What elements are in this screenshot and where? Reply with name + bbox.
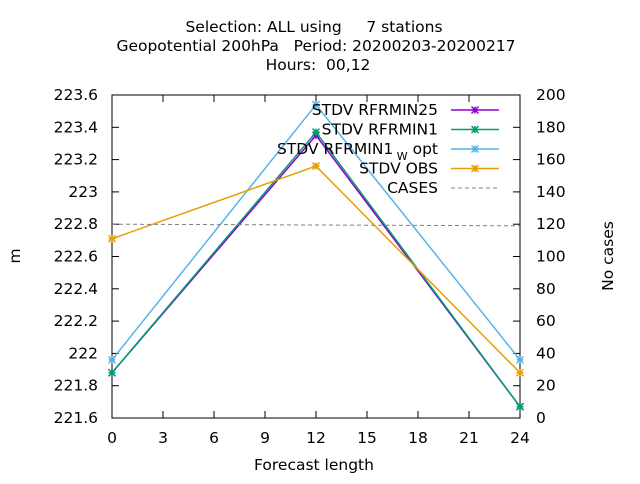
series-point-3: [107, 355, 117, 364]
title-line-1: Selection: ALL using 7 stations: [185, 18, 442, 36]
x-tick-label: 24: [510, 429, 530, 447]
y2-tick-label: 0: [536, 409, 546, 427]
series-line-2: [111, 130, 521, 408]
series-line-1: [111, 134, 521, 408]
series-point-2: [311, 128, 321, 137]
y-tick-label: 222.2: [54, 312, 98, 330]
legend-label-1: STDV RFRMIN25: [312, 101, 438, 119]
series-point-4: [107, 234, 117, 243]
legend-marker-3: [470, 144, 480, 154]
series-point-2: [515, 402, 525, 411]
legend-label-5: CASES: [387, 179, 438, 197]
title-line-2: Geopotential 200hPa Period: 20200203-202…: [116, 37, 515, 55]
y-tick-label: 222.8: [54, 215, 98, 233]
y2-tick-label: 160: [536, 151, 566, 169]
x-tick-label: 21: [459, 429, 479, 447]
y-tick-label: 223.4: [54, 118, 98, 136]
x-tick-label: 18: [408, 429, 428, 447]
x-tick-label: 6: [209, 429, 219, 447]
y-tick-label: 222.6: [54, 248, 98, 266]
series-line-4: [111, 165, 521, 374]
y2-tick-label: 40: [536, 344, 556, 362]
x-tick-label: 15: [357, 429, 377, 447]
series-point-2: [107, 368, 117, 377]
y-axis-label: m: [6, 248, 24, 263]
y-tick-label: 221.6: [54, 409, 98, 427]
title-line-3: Hours: 00,12: [266, 56, 371, 74]
series-point-3: [311, 100, 321, 109]
series-point-4: [311, 162, 321, 171]
y-tick-label: 223.2: [54, 151, 98, 169]
x-axis-label: Forecast length: [254, 456, 374, 474]
y2-tick-label: 100: [536, 248, 566, 266]
chart-title: Selection: ALL using 7 stations Geopoten…: [116, 18, 515, 74]
y2-tick-label: 140: [536, 183, 566, 201]
y2-axis-label: No cases: [599, 221, 617, 291]
y2-tick-label: 20: [536, 377, 556, 395]
y-tick-label: 222.4: [54, 280, 98, 298]
y2-tick-label: 120: [536, 215, 566, 233]
legend-marker-2: [470, 125, 480, 134]
y2-tick-label: 200: [536, 86, 566, 104]
y-tick-label: 223: [68, 183, 98, 201]
y2-tick-label: 60: [536, 312, 556, 330]
legend-label-2: STDV RFRMIN1: [322, 121, 438, 139]
x-tick-label: 3: [158, 429, 168, 447]
series-line-5: [111, 223, 521, 227]
y-tick-label: 223.6: [54, 86, 98, 104]
y-tick-label: 222: [68, 344, 98, 362]
legend-marker-1: [470, 105, 480, 115]
y2-tick-label: 80: [536, 280, 556, 298]
series-point-4: [515, 368, 525, 377]
x-tick-label: 12: [306, 429, 326, 447]
x-tick-label: 9: [260, 429, 270, 447]
series-point-3: [515, 355, 525, 364]
y-tick-label: 221.8: [54, 377, 98, 395]
y2-tick-label: 180: [536, 118, 566, 136]
x-tick-label: 0: [107, 429, 117, 447]
legend-label-4: STDV OBS: [359, 160, 438, 178]
legend-marker-4: [470, 164, 480, 173]
